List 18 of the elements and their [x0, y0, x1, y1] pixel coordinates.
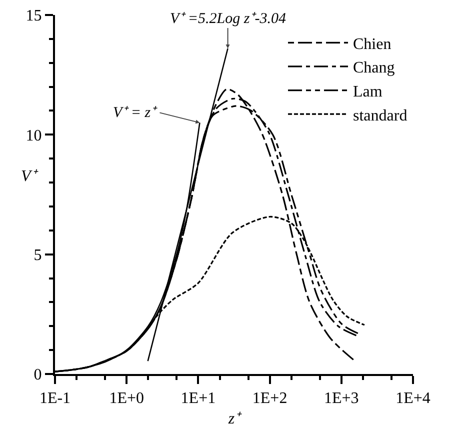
- y-tick-label: 15: [26, 8, 42, 25]
- x-axis-title: z⁺: [227, 410, 243, 428]
- legend-label: Lam: [353, 84, 383, 101]
- legend-label: Chang: [353, 60, 395, 77]
- annotation: V⁺ =5.2Log z⁺-3.04: [170, 11, 286, 27]
- legend-label: standard: [353, 107, 408, 124]
- x-tick-label: 1E+3: [324, 390, 359, 408]
- x-tick-label: 1E-1: [39, 390, 71, 408]
- x-tick-label: 1E+1: [180, 390, 216, 408]
- y-tick-label: 0: [34, 366, 42, 384]
- y-tick-label: 5: [34, 246, 42, 264]
- y-tick-label: 10: [26, 127, 42, 144]
- annotation: V⁺ = z⁺: [113, 105, 158, 121]
- legend-label: Chien: [353, 36, 392, 53]
- y-axis-title: V⁺: [21, 168, 39, 185]
- x-tick-label: 1E+0: [109, 390, 144, 408]
- x-tick-label: 1E+2: [252, 390, 288, 408]
- x-tick-label: 1E+4: [396, 390, 430, 408]
